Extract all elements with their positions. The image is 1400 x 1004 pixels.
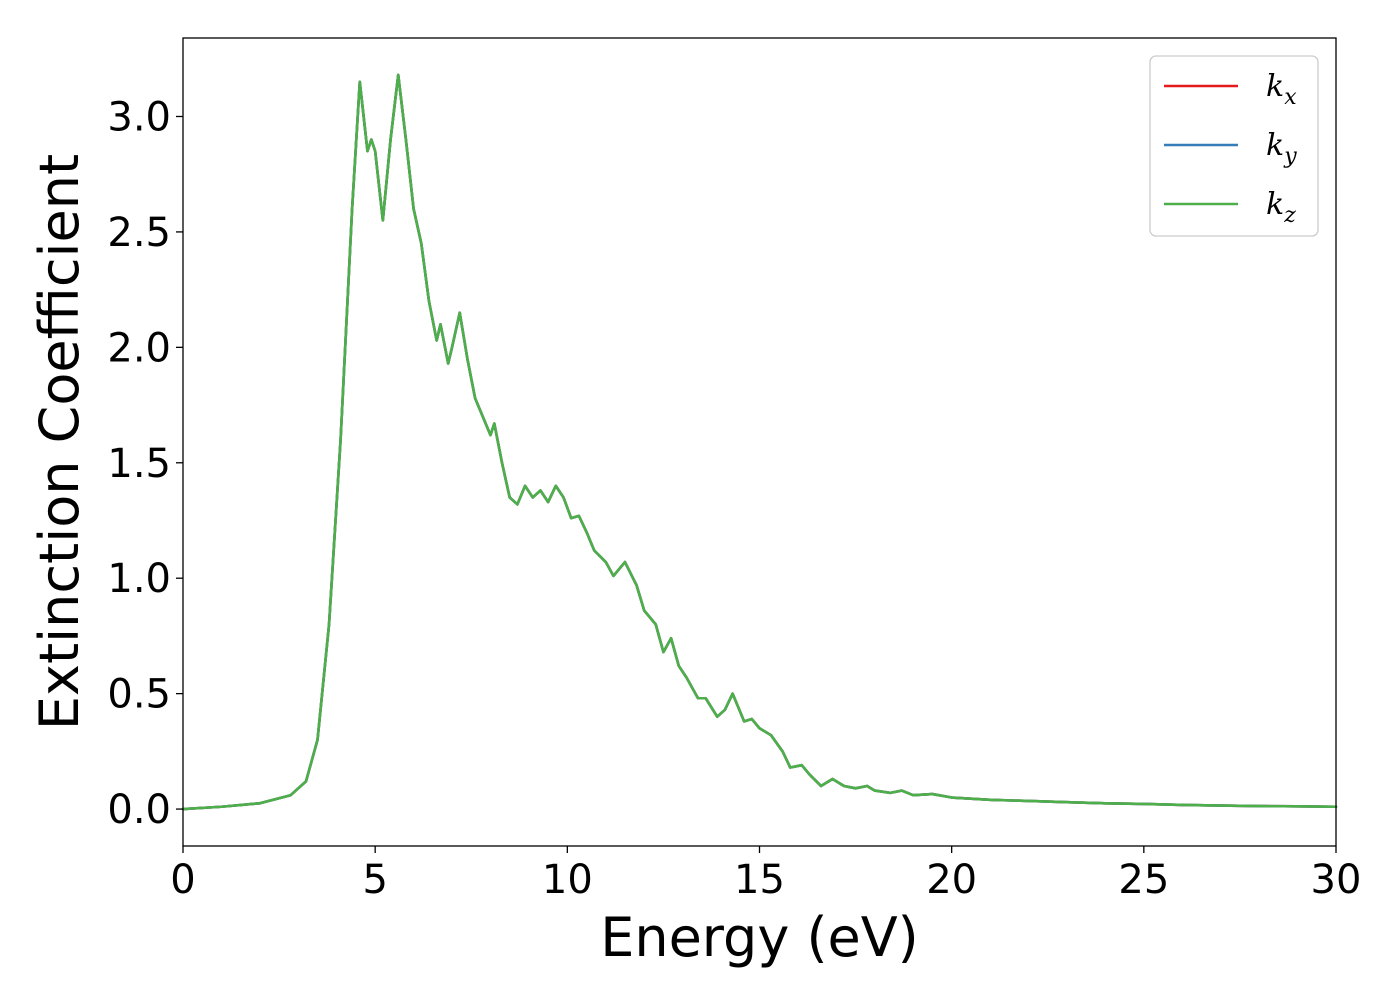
y-axis-title: Extinction Coefficient bbox=[28, 154, 91, 730]
x-tick-label: 0 bbox=[170, 857, 195, 903]
y-tick-label: 0.0 bbox=[107, 787, 171, 833]
y-axis-ticks: 0.0 0.5 1.0 1.5 2.0 2.5 3.0 bbox=[107, 94, 183, 833]
series-line-kz bbox=[181, 73, 1338, 811]
y-tick-label: 1.0 bbox=[107, 556, 171, 602]
legend-label-kx: kx bbox=[1266, 69, 1297, 110]
x-tick-label: 5 bbox=[362, 857, 387, 903]
x-tick-label: 20 bbox=[926, 857, 977, 903]
x-tick-label: 25 bbox=[1118, 857, 1169, 903]
legend-label-ky: ky bbox=[1266, 128, 1297, 169]
y-tick-label: 3.0 bbox=[107, 94, 171, 140]
legend: kx ky kz bbox=[1149, 55, 1319, 237]
x-axis-ticks: 0 5 10 15 20 25 30 bbox=[170, 846, 1361, 903]
y-tick-label: 0.5 bbox=[107, 672, 171, 718]
x-axis-title: Energy (eV) bbox=[600, 906, 919, 969]
x-tick-label: 30 bbox=[1311, 857, 1362, 903]
y-tick-label: 2.0 bbox=[107, 325, 171, 371]
y-tick-label: 2.5 bbox=[107, 210, 171, 256]
y-tick-label: 1.5 bbox=[107, 441, 171, 487]
x-tick-label: 10 bbox=[542, 857, 593, 903]
series-layer bbox=[181, 73, 1338, 811]
x-tick-label: 15 bbox=[734, 857, 785, 903]
legend-label-kz: kz bbox=[1266, 187, 1296, 228]
